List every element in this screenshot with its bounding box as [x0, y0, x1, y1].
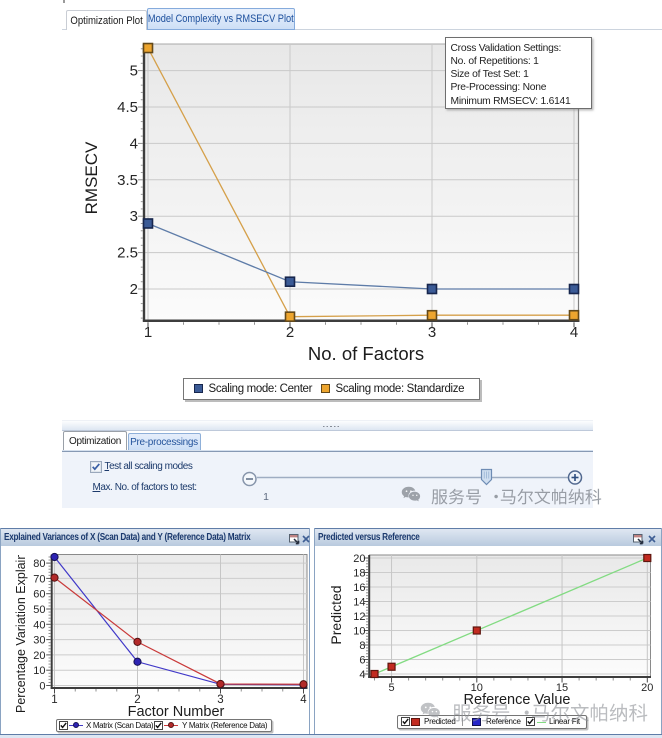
svg-text:8: 8	[359, 640, 365, 652]
svg-text:14: 14	[353, 597, 365, 609]
svg-text:70: 70	[33, 573, 45, 585]
svg-text:4: 4	[130, 135, 138, 152]
svg-text:10: 10	[33, 665, 45, 677]
svg-text:20: 20	[33, 650, 45, 662]
svg-text:2: 2	[130, 281, 138, 298]
svg-text:3: 3	[130, 208, 138, 225]
svg-text:0: 0	[39, 681, 45, 693]
svg-text:16: 16	[353, 582, 365, 594]
svg-text:4: 4	[359, 669, 365, 681]
svg-text:15: 15	[556, 682, 568, 694]
svg-text:10: 10	[353, 626, 365, 638]
svg-text:2.5: 2.5	[117, 245, 138, 262]
svg-text:5: 5	[130, 63, 138, 80]
svg-text:Factor Number: Factor Number	[128, 704, 225, 720]
svg-text:80: 80	[33, 558, 45, 570]
svg-text:10: 10	[471, 682, 483, 694]
svg-text:12: 12	[353, 611, 365, 623]
svg-text:4: 4	[300, 694, 307, 706]
svg-text:Percentage Variation Explained: Percentage Variation Explained	[14, 546, 28, 713]
svg-text:5: 5	[388, 682, 394, 694]
svg-text:No. of Factors: No. of Factors	[308, 343, 424, 364]
svg-text:1: 1	[144, 324, 152, 341]
svg-text:1: 1	[51, 694, 57, 706]
svg-text:20: 20	[641, 682, 653, 694]
svg-text:60: 60	[33, 589, 45, 601]
svg-text:18: 18	[353, 568, 365, 580]
svg-text:40: 40	[33, 619, 45, 631]
svg-text:3: 3	[428, 324, 436, 341]
svg-text:4.5: 4.5	[117, 99, 138, 116]
svg-text:RMSECV: RMSECV	[82, 141, 101, 214]
svg-text:2: 2	[286, 324, 294, 341]
svg-text:Predicted: Predicted	[328, 585, 344, 644]
svg-text:30: 30	[33, 635, 45, 647]
svg-text:20: 20	[353, 553, 365, 565]
svg-text:50: 50	[33, 604, 45, 616]
svg-text:Reference Value: Reference Value	[464, 692, 571, 708]
svg-text:2: 2	[134, 694, 140, 706]
svg-text:3: 3	[217, 694, 223, 706]
svg-text:3.5: 3.5	[117, 172, 138, 189]
svg-text:6: 6	[359, 655, 365, 667]
svg-text:4: 4	[570, 324, 578, 341]
